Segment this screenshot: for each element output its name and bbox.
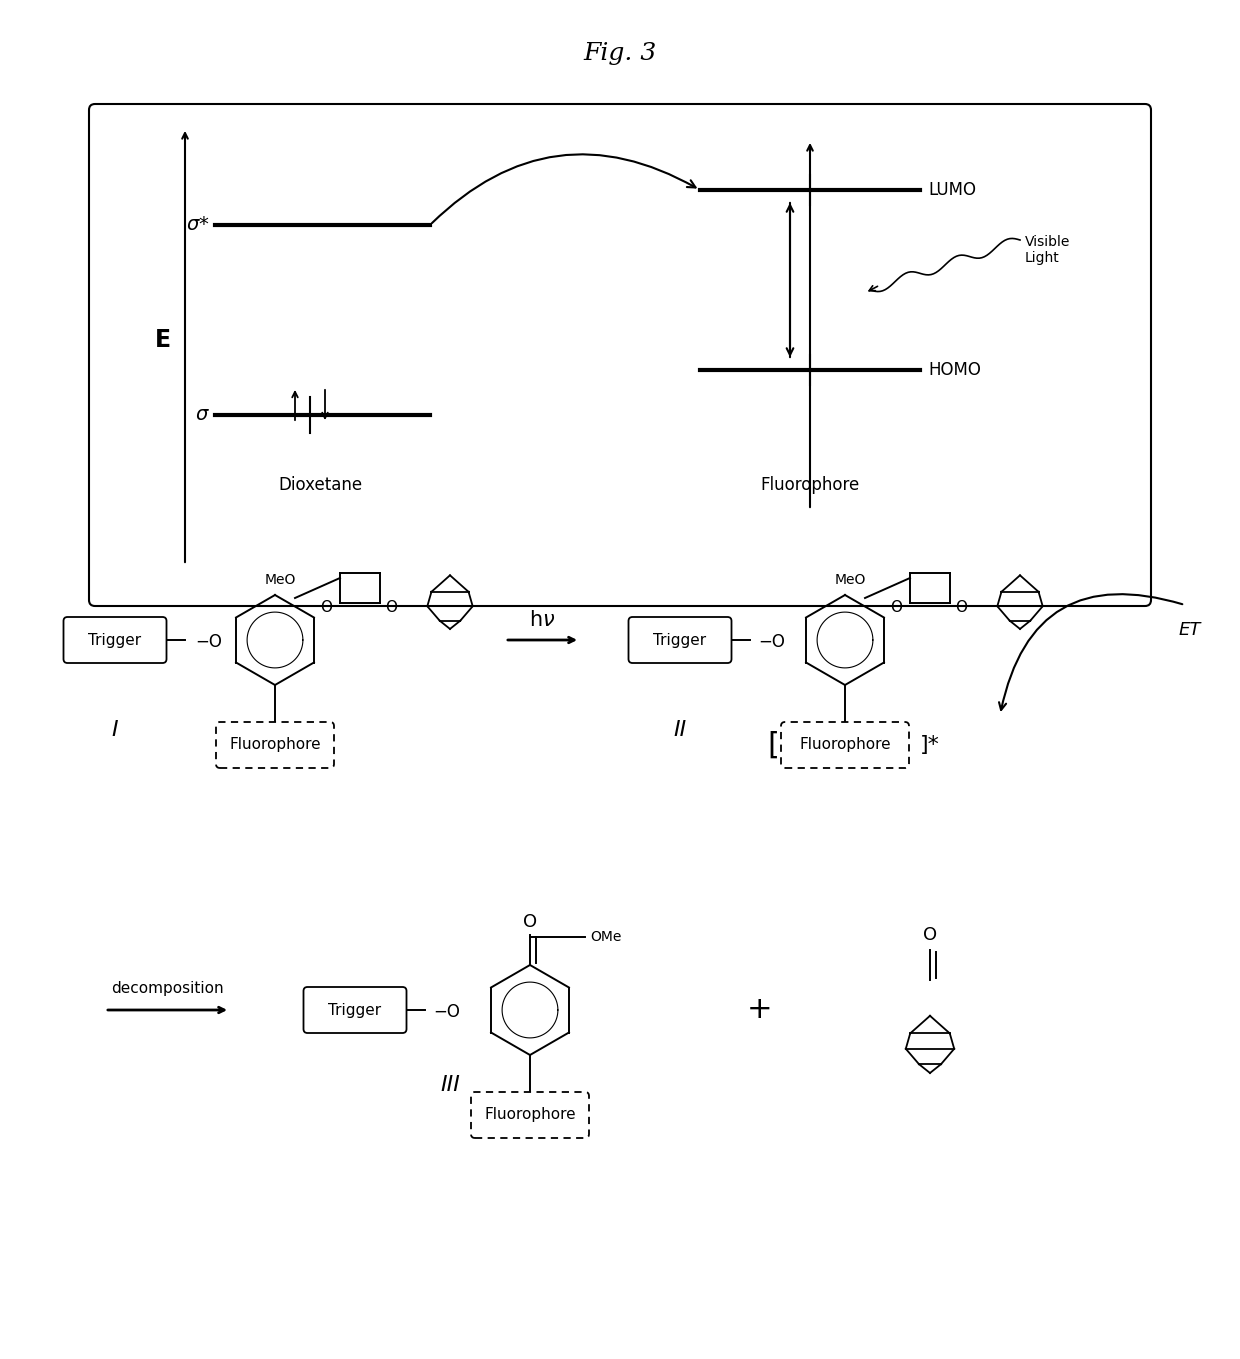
Text: decomposition: decomposition: [110, 980, 223, 996]
Text: ]*: ]*: [920, 735, 940, 756]
Text: −O: −O: [433, 1003, 460, 1021]
Text: O: O: [384, 601, 397, 616]
FancyArrowPatch shape: [999, 594, 1183, 709]
Text: O: O: [890, 601, 901, 616]
Text: LUMO: LUMO: [928, 181, 976, 198]
Text: MeO: MeO: [835, 573, 866, 587]
Text: h$\nu$: h$\nu$: [528, 610, 556, 631]
FancyBboxPatch shape: [781, 722, 909, 768]
Text: Trigger: Trigger: [653, 632, 707, 647]
Text: II: II: [673, 720, 687, 741]
Text: Fig. 3: Fig. 3: [583, 42, 657, 65]
Text: [: [: [768, 731, 779, 760]
Text: Fluorophore: Fluorophore: [484, 1108, 575, 1123]
Text: −O: −O: [195, 633, 222, 651]
Text: Fluorophore: Fluorophore: [760, 476, 859, 495]
Text: E: E: [155, 328, 171, 352]
FancyBboxPatch shape: [471, 1093, 589, 1137]
Text: III: III: [440, 1075, 460, 1095]
Text: ET: ET: [1179, 621, 1202, 639]
Text: Visible
Light: Visible Light: [1025, 235, 1070, 265]
Text: Trigger: Trigger: [88, 632, 141, 647]
FancyBboxPatch shape: [304, 987, 407, 1033]
Text: −O: −O: [758, 633, 785, 651]
Text: Fluorophore: Fluorophore: [229, 738, 321, 753]
Text: +: +: [748, 996, 773, 1025]
Text: HOMO: HOMO: [928, 361, 981, 379]
Text: Trigger: Trigger: [329, 1003, 382, 1018]
Text: O: O: [955, 601, 967, 616]
Text: $\sigma$: $\sigma$: [195, 405, 210, 424]
Text: O: O: [320, 601, 332, 616]
Text: I: I: [112, 720, 118, 741]
Text: O: O: [923, 925, 937, 945]
FancyBboxPatch shape: [629, 617, 732, 663]
Text: OMe: OMe: [590, 930, 621, 945]
FancyArrowPatch shape: [432, 155, 696, 223]
Text: Dioxetane: Dioxetane: [278, 476, 362, 495]
Text: $\sigma$*: $\sigma$*: [186, 216, 210, 235]
FancyBboxPatch shape: [63, 617, 166, 663]
Text: Fluorophore: Fluorophore: [800, 738, 890, 753]
FancyBboxPatch shape: [216, 722, 334, 768]
Text: MeO: MeO: [264, 573, 295, 587]
Text: O: O: [523, 913, 537, 931]
FancyBboxPatch shape: [89, 105, 1151, 606]
